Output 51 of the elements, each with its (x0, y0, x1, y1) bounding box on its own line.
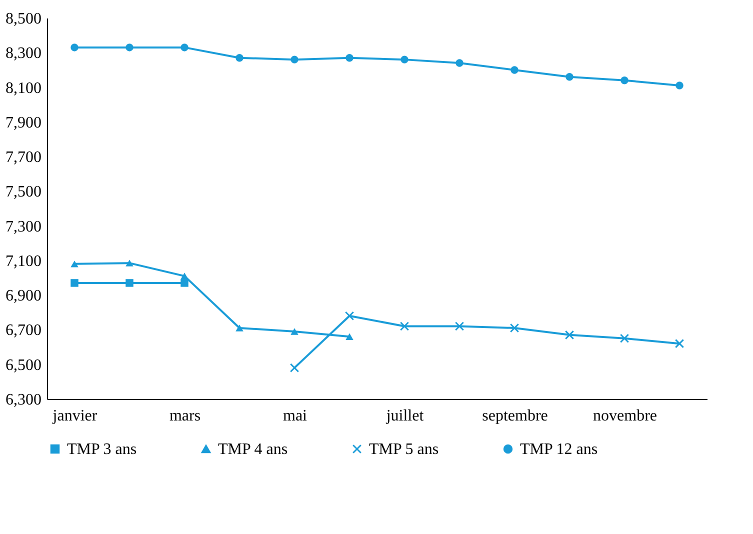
x-tick-label: mai (283, 408, 308, 424)
point (180, 44, 188, 52)
x-tick-label: novembre (593, 408, 657, 424)
point (126, 260, 134, 266)
point (290, 363, 300, 372)
y-tick-label: 7,500 (6, 184, 42, 201)
point (344, 311, 354, 320)
point (674, 338, 684, 348)
y-tick-label: 7,900 (6, 114, 42, 132)
y-tick-label: 6,700 (6, 322, 42, 340)
y-tick-label: 8,500 (6, 10, 42, 28)
point (346, 54, 354, 62)
point (70, 44, 78, 52)
point (346, 333, 354, 340)
point (236, 54, 244, 62)
y-tick-label: 7,300 (6, 218, 42, 236)
legend-label: TMP 12 ans (520, 441, 598, 458)
point (180, 279, 188, 287)
point (180, 272, 188, 280)
point (400, 322, 410, 331)
point (236, 324, 244, 332)
x-tick-label: juillet (385, 408, 424, 424)
y-tick-label: 6,500 (6, 356, 42, 374)
point (676, 82, 684, 90)
point (620, 334, 630, 344)
x-tick-label: janvier (52, 408, 98, 424)
point (290, 328, 298, 335)
x-tick-label: septembre (482, 408, 548, 424)
point (456, 59, 464, 67)
point (70, 279, 78, 287)
legend-label: TMP 4 ans (218, 441, 288, 458)
y-tick-label: 7,700 (6, 149, 42, 166)
point (510, 66, 518, 74)
point (620, 76, 628, 84)
legend-label: TMP 3 ans (67, 441, 137, 458)
y-tick-label: 8,100 (6, 80, 42, 97)
point (510, 323, 520, 333)
point (454, 322, 464, 331)
point (126, 279, 134, 287)
y-tick-label: 8,300 (6, 45, 42, 62)
point (126, 44, 134, 52)
point (566, 73, 574, 81)
point (400, 56, 408, 64)
point (70, 260, 78, 268)
y-tick-label: 7,100 (6, 252, 42, 270)
y-tick-label: 6,300 (6, 392, 42, 408)
point (564, 330, 574, 340)
point (290, 56, 298, 64)
x-tick-label: mars (169, 408, 201, 424)
legend-label: TMP 5 ans (369, 441, 439, 458)
y-tick-label: 6,900 (6, 288, 42, 305)
